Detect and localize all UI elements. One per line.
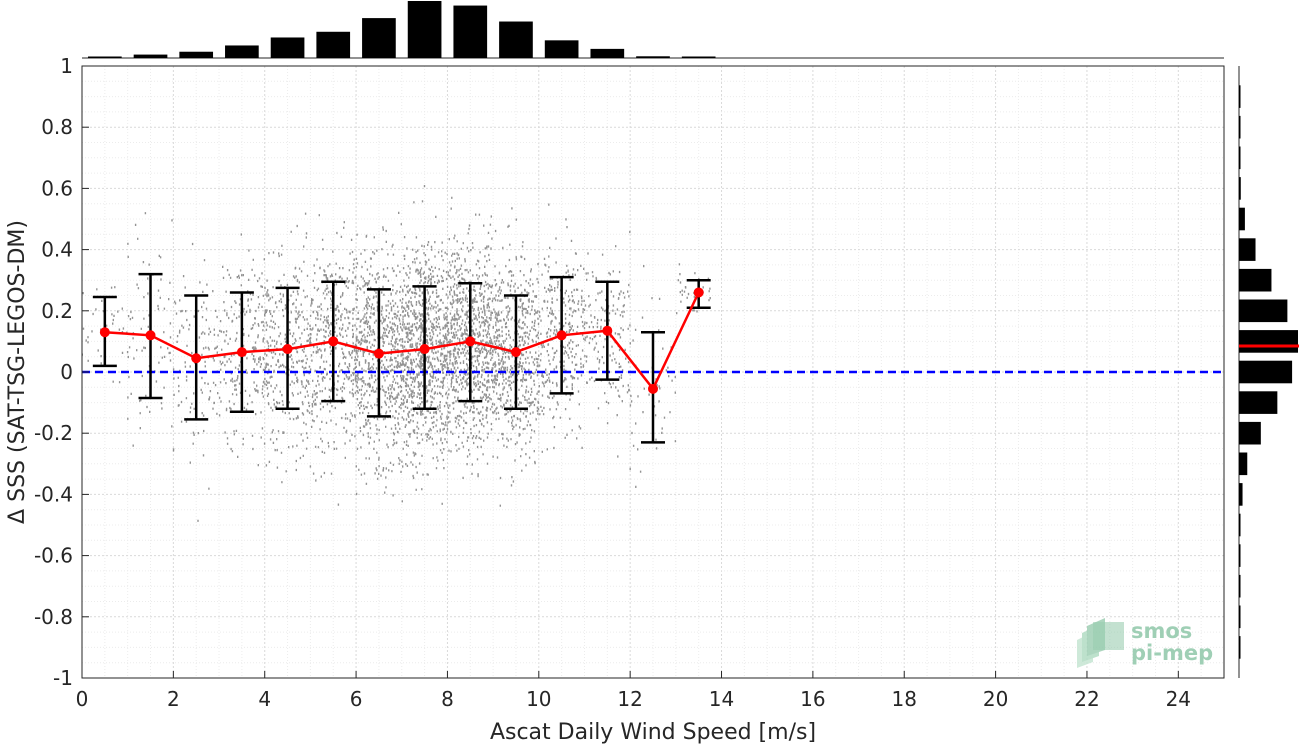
mean-point	[419, 344, 430, 355]
x-tick-label: 12	[617, 687, 642, 711]
x-tick-label: 16	[800, 687, 825, 711]
x-tick-label: 14	[709, 687, 734, 711]
scatter-cloud	[81, 185, 711, 522]
right-histogram-bar	[1239, 544, 1241, 567]
top-histogram-bar	[407, 1, 442, 58]
logo-text-smos: smos	[1131, 619, 1192, 643]
top-histogram-bar	[362, 18, 396, 59]
right-histogram-bar	[1239, 391, 1278, 414]
right-histogram-bar	[1239, 574, 1241, 598]
right-histogram-bar	[1239, 238, 1256, 261]
mean-point	[236, 347, 247, 358]
top-histogram-bar	[316, 31, 351, 58]
right-histogram-bar	[1239, 636, 1241, 659]
smos-pimep-logo: smos pi-mep	[1077, 618, 1213, 668]
mean-point	[510, 347, 521, 358]
y-tick-label: -0.2	[34, 421, 73, 445]
y-tick-label: 0	[60, 360, 73, 384]
x-tick-label: 24	[1166, 687, 1191, 711]
top-histogram-bar	[636, 56, 670, 58]
right-histogram-bar	[1239, 207, 1245, 231]
right-histogram-bar	[1239, 513, 1241, 537]
top-histogram-bar	[225, 45, 259, 58]
right-histogram-bar	[1239, 146, 1241, 170]
scatter-points	[81, 185, 711, 522]
x-axis-ticks: 0 2 4 6 8 10 12 14 16 18 20 22 24	[76, 671, 1191, 711]
right-histogram-bar	[1239, 330, 1298, 353]
right-histogram-bar	[1239, 360, 1293, 384]
logo-mark-icon	[1077, 618, 1124, 668]
y-tick-label: -1	[53, 666, 73, 690]
x-tick-label: 22	[1074, 687, 1099, 711]
logo-text-pimep: pi-mep	[1131, 641, 1213, 665]
y-tick-label: -0.4	[34, 482, 73, 506]
mean-point	[145, 330, 156, 341]
mean-point	[328, 336, 339, 347]
x-tick-label: 6	[350, 687, 363, 711]
x-tick-label: 18	[892, 687, 917, 711]
y-axis-ticks: 1 0.8 0.6 0.4 0.2 0 -0.2 -0.4 -0.6 -0.8 -1	[34, 54, 89, 690]
y-tick-label: 0.6	[41, 176, 73, 200]
mean-series-line	[104, 291, 700, 392]
x-tick-label: 20	[983, 687, 1008, 711]
mean-point	[602, 325, 613, 336]
mean-point	[282, 344, 293, 355]
top-histogram-bar	[544, 40, 579, 58]
right-histogram-bar	[1239, 421, 1261, 445]
mean-point	[373, 348, 384, 359]
x-tick-label: 10	[526, 687, 551, 711]
mean-point	[693, 287, 704, 298]
x-tick-label: 0	[76, 687, 89, 711]
top-histogram-bar	[590, 48, 625, 58]
x-tick-label: 2	[167, 687, 180, 711]
right-histogram-bar	[1239, 605, 1241, 629]
right-histogram-bar	[1239, 452, 1248, 476]
top-histogram-bar	[179, 51, 214, 58]
top-histogram-bar	[133, 54, 168, 58]
right-histogram-bar	[1239, 483, 1243, 506]
y-axis-title: Δ SSS (SAT-TSG-LEGOS-DM)	[5, 220, 30, 524]
y-tick-label: -0.8	[34, 605, 73, 629]
right-histogram	[1238, 66, 1299, 678]
right-histogram-bar	[1239, 268, 1272, 292]
y-tick-label: 0.8	[41, 115, 73, 139]
right-histogram-bar	[1239, 177, 1241, 200]
x-tick-label: 8	[441, 687, 454, 711]
top-histogram-bar	[453, 5, 488, 58]
top-histogram-bar	[270, 37, 305, 58]
mean-point	[191, 353, 202, 364]
mean-point	[99, 327, 110, 338]
mean-point	[648, 383, 658, 394]
top-histogram	[82, 1, 1224, 59]
top-histogram-bar	[499, 21, 533, 58]
right-histogram-bar	[1239, 115, 1241, 139]
y-tick-label: -0.6	[34, 544, 73, 568]
right-histogram-bar	[1239, 85, 1241, 108]
top-histogram-bar	[681, 56, 716, 58]
y-tick-label: 0.2	[41, 299, 73, 323]
y-tick-label: 0.4	[41, 238, 73, 262]
mean-point	[465, 336, 476, 347]
x-tick-label: 4	[258, 687, 271, 711]
top-histogram-bar	[88, 56, 122, 58]
mean-line	[99, 287, 704, 394]
y-tick-label: 1	[60, 54, 73, 78]
right-histogram-bar	[1239, 299, 1288, 323]
x-axis-title: Ascat Daily Wind Speed [m/s]	[490, 720, 816, 745]
mean-point	[556, 330, 567, 341]
